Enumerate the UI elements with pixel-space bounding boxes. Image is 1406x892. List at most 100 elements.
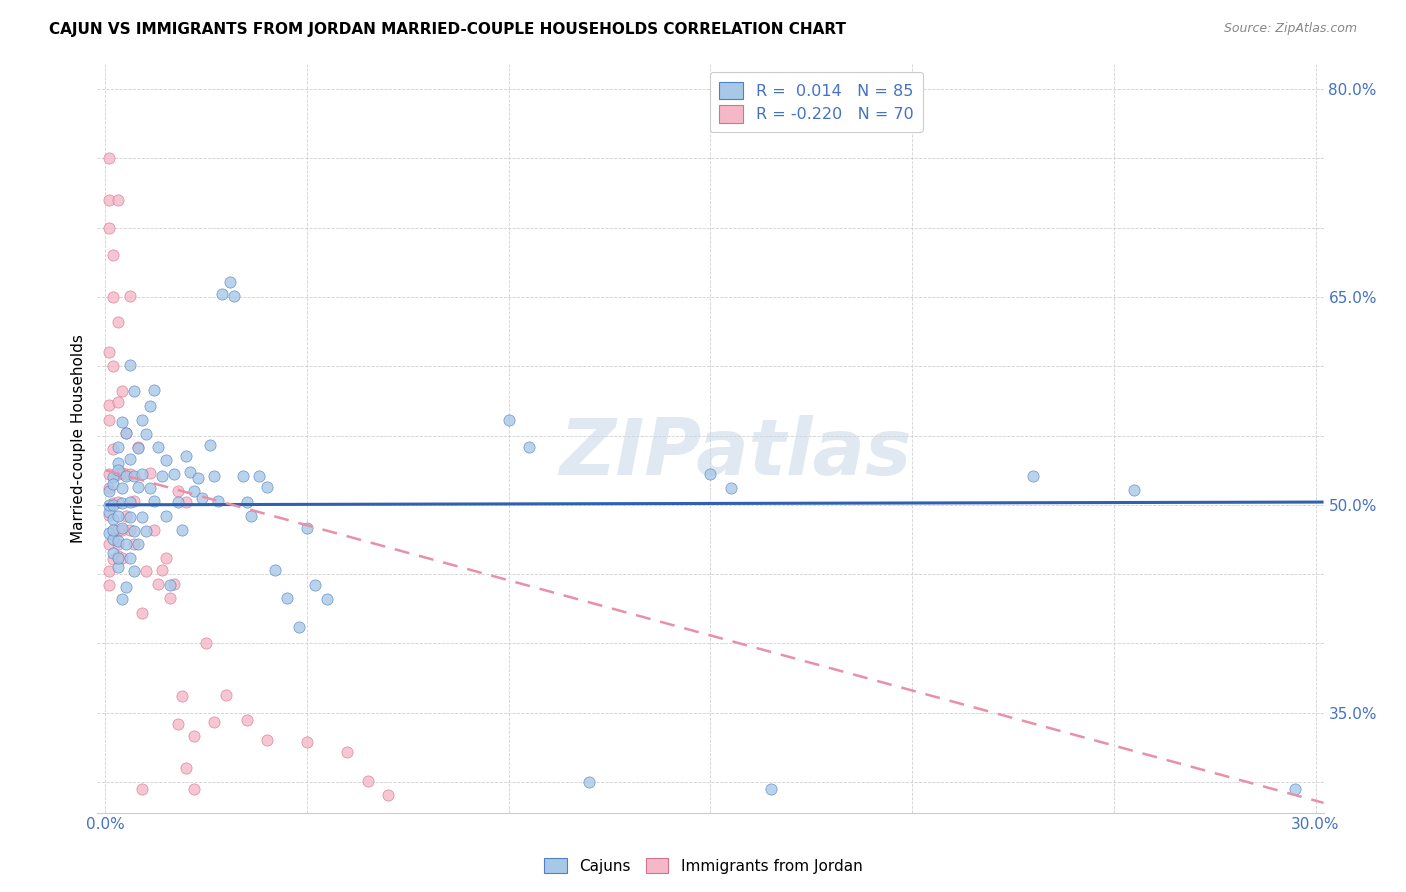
Point xyxy=(139,400,162,414)
Point xyxy=(219,275,242,289)
Point xyxy=(295,521,318,535)
Point xyxy=(155,453,177,467)
Point xyxy=(103,524,125,538)
Point xyxy=(127,440,149,454)
Point xyxy=(103,546,125,560)
Point xyxy=(107,440,129,454)
Point xyxy=(114,425,136,440)
Point xyxy=(142,383,165,397)
Point xyxy=(720,481,742,495)
Point xyxy=(174,495,197,509)
Point xyxy=(163,467,186,482)
Point xyxy=(131,467,153,482)
Point xyxy=(103,523,125,537)
Point xyxy=(103,477,125,491)
Point xyxy=(114,425,136,440)
Point xyxy=(118,495,141,509)
Point xyxy=(122,493,145,508)
Point xyxy=(187,471,209,485)
Point xyxy=(232,468,254,483)
Point xyxy=(159,578,181,592)
Point xyxy=(207,493,229,508)
Point xyxy=(316,592,339,607)
Point xyxy=(457,841,479,855)
Point xyxy=(215,688,238,702)
Point xyxy=(107,508,129,523)
Point xyxy=(114,508,136,523)
Point xyxy=(1123,483,1146,497)
Point xyxy=(163,577,186,591)
Point xyxy=(118,358,141,372)
Point xyxy=(170,689,193,703)
Point xyxy=(103,470,125,484)
Point xyxy=(202,468,225,483)
Point xyxy=(107,495,129,509)
Point xyxy=(118,288,141,302)
Point xyxy=(135,427,157,442)
Point xyxy=(98,525,121,540)
Point xyxy=(135,565,157,579)
Point xyxy=(377,788,399,802)
Point xyxy=(288,620,311,634)
Point xyxy=(107,315,129,329)
Point xyxy=(498,856,520,871)
Point xyxy=(118,523,141,537)
Point xyxy=(276,591,298,605)
Point xyxy=(122,468,145,483)
Point xyxy=(107,536,129,550)
Point xyxy=(98,508,121,522)
Point xyxy=(131,510,153,524)
Point xyxy=(247,468,270,483)
Legend: Cajuns, Immigrants from Jordan: Cajuns, Immigrants from Jordan xyxy=(537,852,869,880)
Point xyxy=(256,480,278,494)
Point xyxy=(155,550,177,565)
Point xyxy=(103,496,125,510)
Point xyxy=(131,782,153,797)
Point xyxy=(155,508,177,523)
Point xyxy=(98,398,121,412)
Point xyxy=(174,761,197,775)
Point xyxy=(759,782,782,797)
Point xyxy=(114,468,136,483)
Point xyxy=(98,151,121,165)
Point xyxy=(98,536,121,550)
Point xyxy=(122,565,145,579)
Point xyxy=(1022,468,1045,483)
Point xyxy=(110,466,132,480)
Point xyxy=(517,440,540,454)
Point xyxy=(114,536,136,550)
Point xyxy=(98,220,121,235)
Point xyxy=(167,495,190,509)
Point xyxy=(107,467,129,482)
Point xyxy=(110,415,132,429)
Point xyxy=(98,565,121,579)
Point xyxy=(174,450,197,464)
Point xyxy=(416,828,439,842)
Point xyxy=(183,782,205,797)
Point xyxy=(167,716,190,731)
Point xyxy=(110,481,132,495)
Point xyxy=(103,511,125,525)
Point xyxy=(118,452,141,467)
Point xyxy=(195,816,218,830)
Point xyxy=(103,498,125,512)
Point xyxy=(107,533,129,548)
Point xyxy=(107,463,129,477)
Point xyxy=(107,549,129,563)
Point xyxy=(195,636,218,650)
Point xyxy=(498,413,520,427)
Legend: R =  0.014   N = 85, R = -0.220   N = 70: R = 0.014 N = 85, R = -0.220 N = 70 xyxy=(710,72,924,132)
Point xyxy=(118,510,141,524)
Point xyxy=(336,745,359,759)
Point xyxy=(224,288,246,302)
Point xyxy=(98,481,121,495)
Text: CAJUN VS IMMIGRANTS FROM JORDAN MARRIED-COUPLE HOUSEHOLDS CORRELATION CHART: CAJUN VS IMMIGRANTS FROM JORDAN MARRIED-… xyxy=(49,22,846,37)
Y-axis label: Married-couple Households: Married-couple Households xyxy=(72,334,86,542)
Point xyxy=(150,468,173,483)
Point xyxy=(146,577,169,591)
Point xyxy=(98,193,121,207)
Point xyxy=(103,442,125,457)
Text: Source: ZipAtlas.com: Source: ZipAtlas.com xyxy=(1223,22,1357,36)
Point xyxy=(118,467,141,482)
Point xyxy=(146,440,169,454)
